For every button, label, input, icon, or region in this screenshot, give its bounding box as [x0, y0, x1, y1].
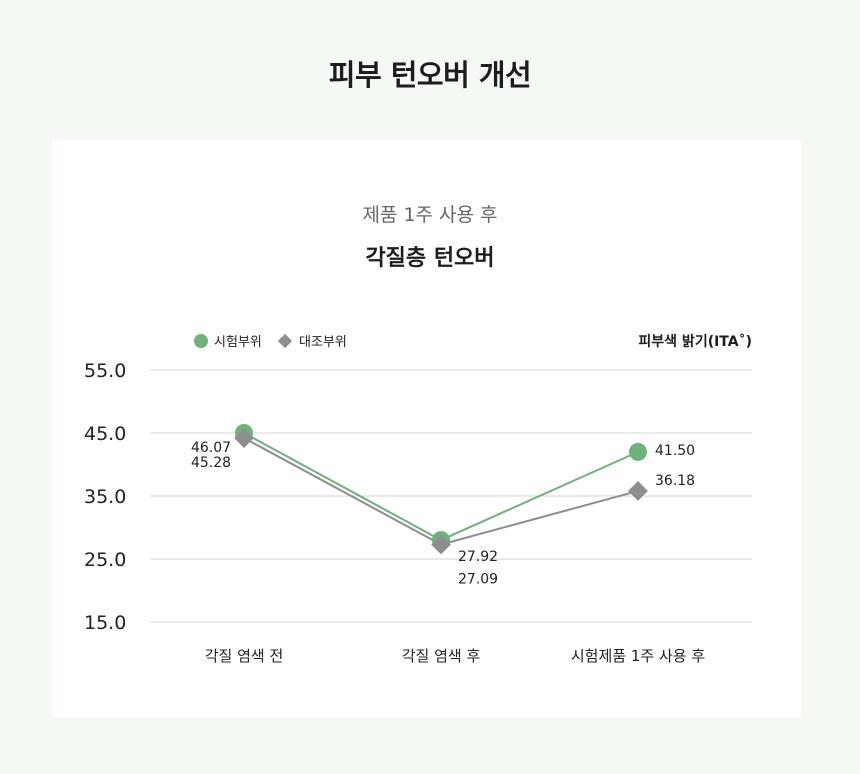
y-tick-label: 35.0: [84, 486, 126, 508]
y-tick-label: 45.0: [84, 423, 126, 445]
data-label-series-2: 27.09: [458, 572, 498, 588]
y-tick-label: 55.0: [84, 360, 126, 382]
data-label-series-1: 46.07: [191, 440, 231, 456]
page-title: 피부 턴오버 개선: [328, 58, 532, 92]
legend-label-series-1: 시험부위: [214, 335, 262, 350]
x-tick-label: 각질 염색 후: [402, 647, 481, 665]
chart-card: [52, 140, 802, 717]
grid-lines: [150, 369, 752, 623]
legend-marker-series-1: [194, 334, 208, 348]
data-label-series-2: 45.28: [191, 455, 231, 471]
x-tick-label: 시험제품 1주 사용 후: [571, 647, 705, 665]
unit-label: 피부색 밝기(ITA˚): [638, 333, 752, 350]
legend-label-series-2: 대조부위: [299, 335, 347, 350]
data-label-series-2: 36.18: [655, 473, 695, 489]
data-point-series-2: [234, 428, 254, 448]
x-tick-label: 각질 염색 전: [205, 647, 284, 665]
data-point-series-2: [431, 534, 451, 555]
data-point-series-1: [629, 442, 647, 461]
data-label-series-1: 27.92: [458, 549, 498, 565]
data-point-series-2: [628, 481, 648, 501]
x-axis-labels: 각질 염색 전 각질 염색 후 시험제품 1주 사용 후: [205, 647, 706, 665]
series-line-2: [243, 437, 639, 546]
legend: 시험부위 대조부위: [194, 333, 347, 350]
y-axis-ticks: 55.0 45.0 35.0 25.0 15.0: [84, 360, 126, 634]
data-label-series-1: 41.50: [655, 443, 695, 459]
series-group: 46.07 27.92 41.50 45.28 27.09 36.18: [191, 424, 695, 588]
y-tick-label: 15.0: [84, 612, 126, 634]
series-line-1: [243, 432, 639, 542]
legend-marker-series-2: [277, 333, 293, 349]
chart-title: 각질층 턴오버: [365, 246, 495, 271]
y-tick-label: 25.0: [84, 549, 126, 571]
chart-subtitle: 제품 1주 사용 후: [362, 204, 498, 226]
